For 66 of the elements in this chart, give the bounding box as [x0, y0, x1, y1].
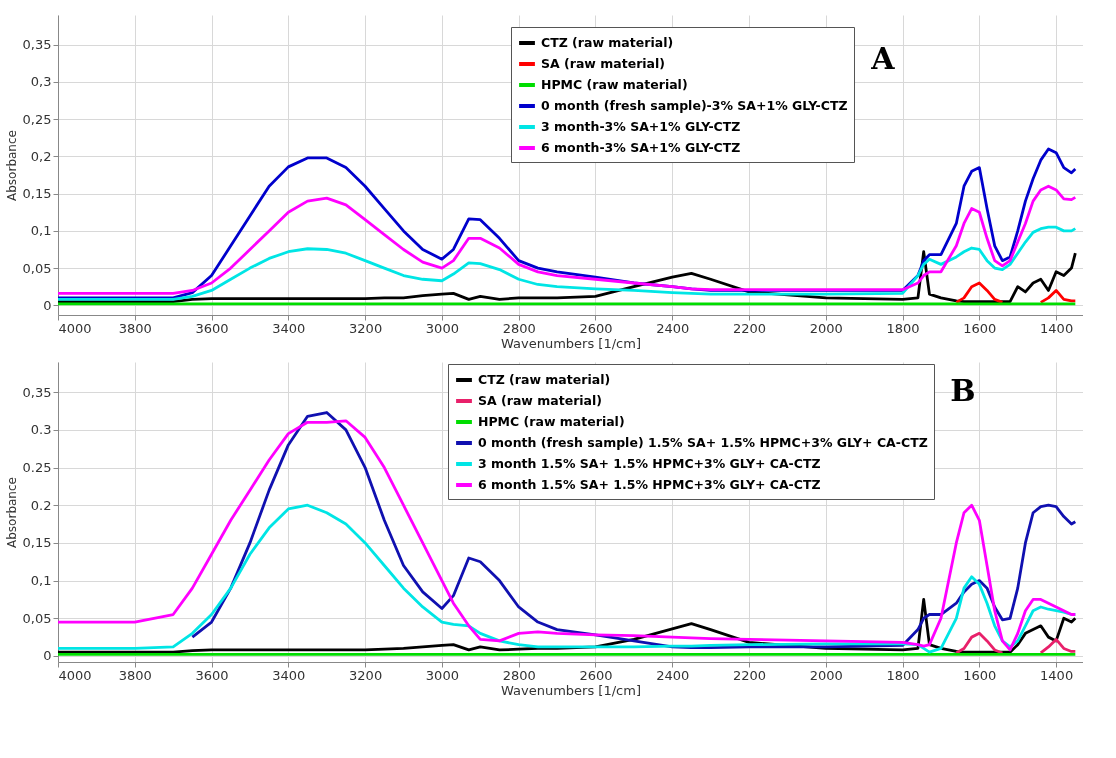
x-tick-label: 3400 — [272, 320, 306, 336]
x-tick-label: 2000 — [809, 320, 843, 336]
x-tick-label: 2400 — [656, 320, 690, 336]
line-series — [58, 250, 1077, 303]
legend-label: HPMC (raw material) — [478, 414, 625, 429]
y-tick-label: 0.25 — [22, 460, 52, 476]
legend-label: 0 month (fresh sample) 1.5% SA+ 1.5% HPMC+3% GLY+ CA-CTZ — [478, 435, 928, 450]
x-tick-label: 2800 — [502, 667, 536, 683]
y-tick-label: 0.2 — [30, 497, 52, 513]
y-tick-label: 0 — [43, 648, 52, 664]
legend-label: 6 month-3% SA+1% GLY-CTZ — [541, 140, 741, 155]
x-axis-title: Wavenumbers [1/cm] — [501, 682, 641, 698]
x-tick-label: 2800 — [502, 320, 536, 336]
x-tick-label: 2600 — [579, 320, 613, 336]
x-tick-label: 3000 — [425, 320, 459, 336]
annotation: A — [870, 41, 896, 76]
y-tick-label: 0 — [43, 297, 52, 313]
line-series — [58, 184, 1077, 295]
y-tick-label: 0,35 — [22, 37, 52, 53]
y-tick-label: 0,1 — [30, 223, 52, 239]
x-tick-label: 3600 — [195, 320, 229, 336]
legend-label: HPMC (raw material) — [541, 77, 688, 92]
x-tick-label: 2200 — [732, 320, 767, 336]
line-series — [58, 225, 1077, 301]
legend-label: CTZ (raw material) — [541, 35, 674, 50]
x-tick-label: 1400 — [1040, 667, 1074, 683]
x-tick-label: 2200 — [732, 667, 767, 683]
x-axis-title: Wavenumbers [1/cm] — [501, 335, 641, 351]
annotation: B — [950, 373, 976, 408]
x-tick-label: 2600 — [579, 667, 613, 683]
y-axis-title: Absorbance — [4, 477, 19, 548]
legend-label: CTZ (raw material) — [478, 372, 611, 387]
y-tick-label: 0.3 — [30, 422, 52, 438]
x-tick-label: 3800 — [118, 667, 152, 683]
x-tick-label: 1800 — [886, 320, 920, 336]
x-tick-label: 3000 — [425, 667, 459, 683]
y-tick-label: 0,25 — [22, 111, 52, 127]
y-tick-label: 0,05 — [22, 260, 52, 276]
legend-label: 6 month 1.5% SA+ 1.5% HPMC+3% GLY+ CA-CTZ — [478, 477, 821, 492]
y-tick-label: 0,3 — [30, 74, 52, 90]
x-tick-label: 2400 — [656, 667, 690, 683]
x-tick-label: 3600 — [195, 667, 229, 683]
x-tick-label: 3400 — [272, 667, 306, 683]
x-tick-label: 1800 — [886, 667, 920, 683]
y-tick-label: 0,15 — [22, 535, 52, 551]
legend-label: 0 month (fresh sample)-3% SA+1% GLY-CTZ — [541, 98, 848, 113]
y-tick-label: 0,05 — [22, 610, 52, 626]
legend-label: 3 month-3% SA+1% GLY-CTZ — [541, 119, 741, 134]
y-tick-label: 0,2 — [30, 148, 52, 164]
legend-label: SA (raw material) — [541, 56, 666, 71]
y-tick-label: 0,15 — [22, 186, 52, 202]
x-tick-label: 4000 — [58, 320, 92, 336]
x-tick-label: 1400 — [1040, 320, 1074, 336]
x-tick-label: 3200 — [349, 667, 383, 683]
legend-label: SA (raw material) — [478, 393, 603, 408]
x-tick-label: 2000 — [809, 667, 843, 683]
x-tick-label: 1600 — [963, 320, 997, 336]
x-tick-label: 4000 — [58, 667, 92, 683]
x-tick-label: 1600 — [963, 667, 997, 683]
y-axis-title: Absorbance — [4, 130, 19, 201]
legend-label: 3 month 1.5% SA+ 1.5% HPMC+3% GLY+ CA-CTZ — [478, 456, 821, 471]
y-tick-label: 0,1 — [30, 573, 52, 589]
line-series — [190, 411, 1077, 650]
x-tick-label: 3200 — [349, 320, 383, 336]
x-tick-label: 3800 — [118, 320, 152, 336]
y-tick-label: 0,35 — [22, 384, 52, 400]
